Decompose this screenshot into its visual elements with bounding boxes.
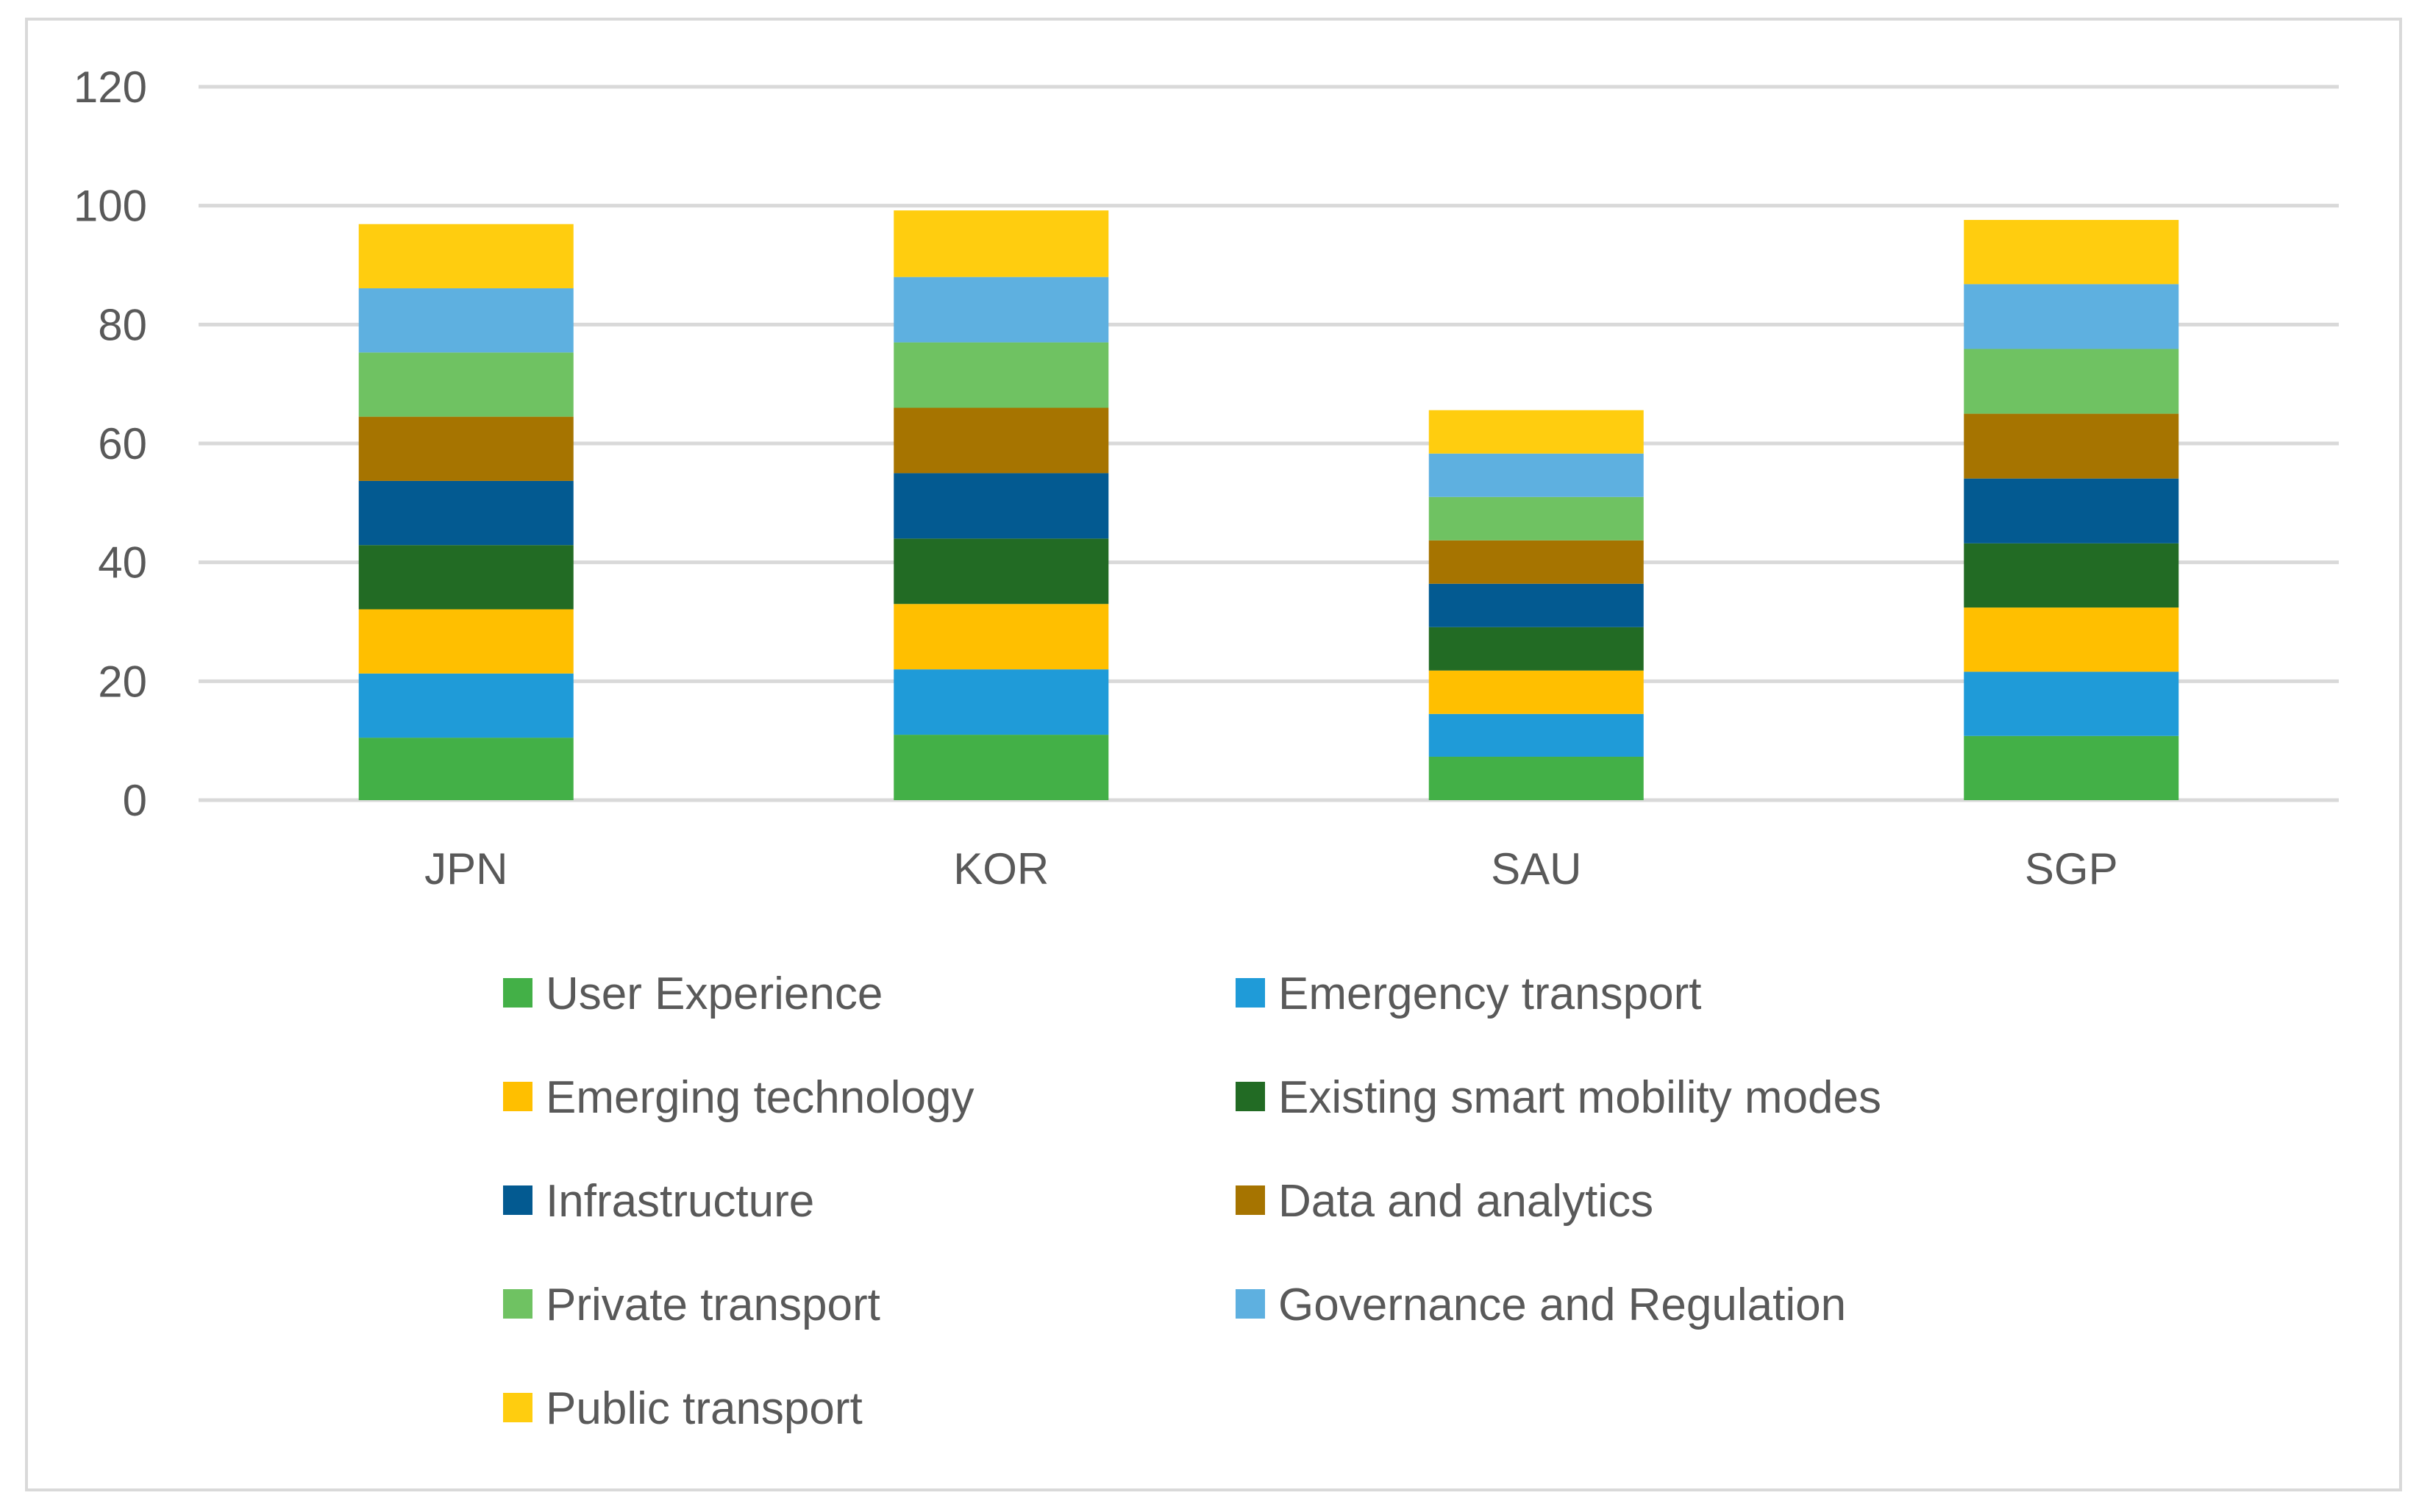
x-tick-label: KOR	[953, 844, 1049, 894]
legend-label: Emergency transport	[1278, 969, 1701, 1019]
legend-label: User Experience	[546, 969, 883, 1019]
bar-segment	[358, 288, 574, 353]
bar-segment	[1428, 410, 1644, 454]
bar-segment	[1964, 478, 2179, 543]
legend-label: Private transport	[546, 1280, 880, 1330]
legend-item: Governance and Regulation	[1236, 1280, 1846, 1330]
legend-swatch	[1236, 978, 1265, 1008]
legend-label: Data and analytics	[1278, 1176, 1653, 1227]
bar-segment	[894, 669, 1109, 735]
legend-label: Emerging technology	[546, 1072, 974, 1123]
bar-segment	[1428, 627, 1644, 671]
bar-segment	[1428, 713, 1644, 757]
bar-segment	[894, 342, 1109, 408]
legend-swatch	[503, 1289, 532, 1319]
x-axis: JPN KOR SAU SGP	[424, 844, 2118, 894]
bar-segment	[1428, 496, 1644, 541]
x-tick-label: JPN	[424, 844, 507, 894]
bar-segment	[1428, 670, 1644, 714]
bar-stack-sau	[1428, 410, 1644, 800]
y-axis: 0 20 40 60 80 100 120	[74, 63, 147, 825]
bar-segment	[358, 224, 574, 289]
legend-swatch	[503, 1082, 532, 1111]
bar-segment	[1964, 220, 2179, 285]
bar-segment	[894, 277, 1109, 343]
bar-segment	[1964, 349, 2179, 414]
legend-swatch	[1236, 1185, 1265, 1215]
legend-swatch	[503, 1393, 532, 1422]
bar-segment	[358, 673, 574, 738]
y-tick-label: 0	[123, 776, 147, 825]
y-tick-label: 60	[98, 419, 147, 468]
bar-segment	[1964, 413, 2179, 479]
legend-swatch	[503, 978, 532, 1008]
bar-segment	[1964, 607, 2179, 672]
x-tick-label: SAU	[1491, 844, 1581, 894]
y-tick-label: 80	[98, 300, 147, 349]
bar-segment	[894, 538, 1109, 605]
bar-segment	[1428, 540, 1644, 584]
legend-item: Data and analytics	[1236, 1176, 1653, 1227]
bar-segment	[1428, 756, 1644, 800]
bar-segment	[894, 604, 1109, 670]
bar-segment	[894, 473, 1109, 539]
y-tick-label: 120	[74, 63, 147, 112]
legend-swatch	[1236, 1289, 1265, 1319]
legend-item: User Experience	[503, 969, 883, 1019]
legend: User Experience Emergency transport Emergi…	[503, 969, 1881, 1434]
bar-segment	[894, 210, 1109, 277]
bar-segment	[1428, 453, 1644, 497]
legend-item: Existing smart mobility modes	[1236, 1072, 1881, 1123]
bar-segment	[358, 545, 574, 610]
bar-segment	[358, 480, 574, 546]
bar-segment	[894, 735, 1109, 800]
bar-segment	[358, 352, 574, 417]
bar-stack-sgp	[1964, 220, 2179, 800]
y-tick-label: 100	[74, 182, 147, 231]
legend-item: Infrastructure	[503, 1176, 814, 1227]
bar-segment	[358, 738, 574, 800]
legend-label: Infrastructure	[546, 1176, 814, 1227]
y-tick-label: 20	[98, 657, 147, 706]
legend-swatch	[1236, 1082, 1265, 1111]
bar-segment	[1964, 735, 2179, 800]
legend-item: Private transport	[503, 1280, 880, 1330]
bar-segment	[1964, 284, 2179, 349]
y-tick-label: 40	[98, 538, 147, 588]
legend-label: Public transport	[546, 1383, 863, 1434]
bars	[358, 210, 2179, 800]
legend-item: Emergency transport	[1236, 969, 1701, 1019]
legend-label: Governance and Regulation	[1278, 1280, 1846, 1330]
legend-item: Emerging technology	[503, 1072, 974, 1123]
bar-segment	[1964, 671, 2179, 736]
bar-segment	[1964, 543, 2179, 608]
legend-swatch	[503, 1185, 532, 1215]
bar-stack-jpn	[358, 224, 574, 800]
bar-segment	[358, 609, 574, 674]
bar-segment	[1428, 583, 1644, 627]
bar-segment	[894, 407, 1109, 474]
bar-segment	[358, 416, 574, 481]
x-tick-label: SGP	[2025, 844, 2118, 894]
legend-label: Existing smart mobility modes	[1278, 1072, 1881, 1123]
bar-stack-kor	[894, 210, 1109, 800]
legend-item: Public transport	[503, 1383, 863, 1434]
